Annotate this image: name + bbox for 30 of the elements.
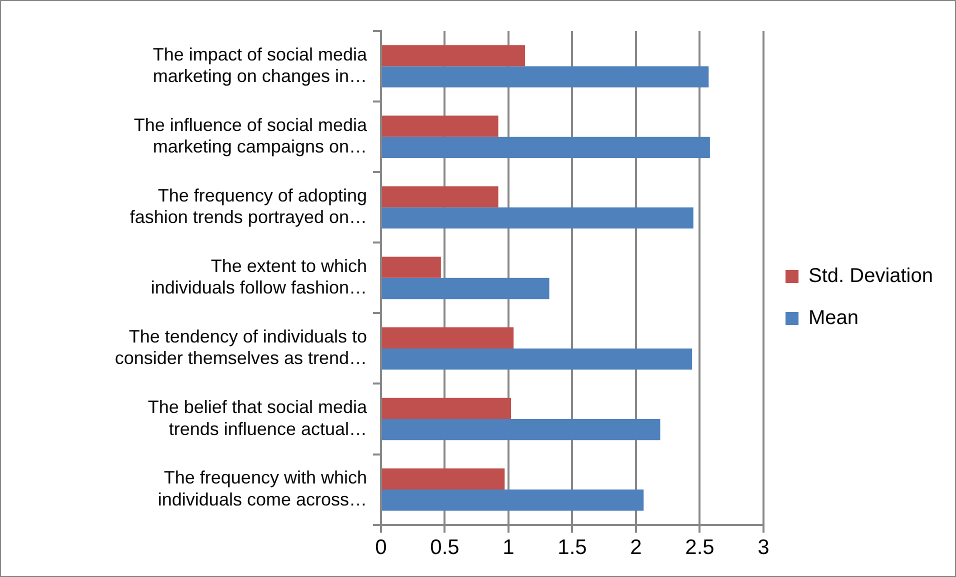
- bar: [382, 186, 498, 208]
- bar: [382, 327, 514, 348]
- y-tick-label: The impact of social media marketing on changes in…: [152, 44, 368, 86]
- bar: [382, 278, 550, 300]
- bar: [382, 66, 709, 88]
- x-tick-label: 2: [630, 536, 642, 560]
- bar: [382, 116, 498, 137]
- x-tick-label: 2.5: [685, 536, 714, 560]
- bar: [382, 136, 710, 158]
- y-tick-label: The extent to which individuals follow fashion…: [150, 256, 367, 298]
- y-tick-label: The belief that social media trends influence actual…: [148, 397, 368, 439]
- bar: [382, 207, 694, 229]
- y-tick-label: The tendency of individuals to consider themselves as trend…: [114, 326, 367, 368]
- y-tick-label: The influence of social media marketing campaigns on…: [134, 114, 368, 157]
- bar: [382, 348, 692, 370]
- x-tick-label: 1.5: [558, 536, 587, 560]
- x-tick-label: 0.5: [430, 536, 460, 560]
- legend-label: Std. Deviation: [808, 265, 934, 288]
- y-tick-label: The frequency of adopting fashion trends portrayed on…: [130, 186, 367, 228]
- legend-label: Mean: [808, 307, 859, 330]
- y-tick-label: The frequency with which individuals come across…: [158, 468, 367, 510]
- bar: [382, 398, 512, 419]
- bar: [382, 418, 660, 440]
- x-tick-label: 1: [502, 536, 514, 560]
- x-tick-label: 0: [375, 536, 387, 560]
- bar: [382, 468, 505, 490]
- bar: [382, 256, 441, 278]
- x-tick-label: 3: [758, 536, 770, 560]
- bar: [382, 490, 644, 511]
- bar: [382, 45, 526, 66]
